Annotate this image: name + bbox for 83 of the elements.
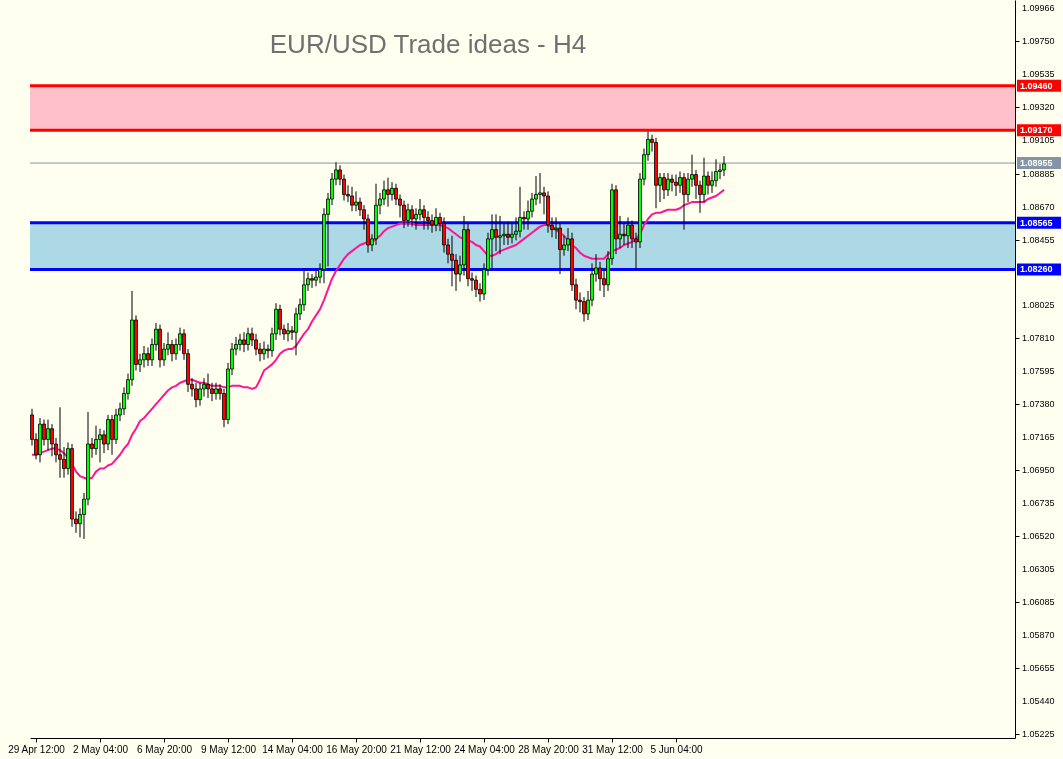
y-tick-label: 1.07165 [1022, 432, 1055, 443]
text: EUR/USD Trade ideas - H4 [269, 29, 587, 59]
y-tick-label: 1.07810 [1022, 333, 1055, 344]
candlestick [410, 204, 414, 228]
candlestick [110, 414, 114, 456]
candlestick [238, 333, 242, 352]
candlestick [518, 186, 522, 238]
candlestick [430, 213, 434, 234]
y-tick-label: 1.08455 [1022, 234, 1055, 245]
candlestick [350, 186, 354, 212]
x-tick-label: 9 May 12:00 [200, 743, 257, 755]
x-tick-label: 16 May 20:00 [326, 743, 388, 755]
candlestick [354, 190, 358, 212]
candlestick [46, 419, 50, 451]
candlestick [682, 172, 686, 231]
candlestick [674, 174, 678, 197]
candlestick [242, 331, 246, 353]
y-tick-label: 1.05870 [1022, 630, 1055, 641]
candlestick [142, 345, 146, 368]
candlestick [670, 174, 674, 192]
candlestick [198, 382, 202, 407]
candlestick [666, 172, 670, 197]
y-tick-label: 1.07595 [1022, 366, 1055, 377]
candlestick [406, 203, 410, 228]
y-tick-label: 1.09320 [1022, 102, 1055, 113]
candlestick [678, 170, 682, 194]
y-tick-label: 1.08025 [1022, 300, 1055, 311]
candlestick [146, 347, 150, 367]
candlestick [494, 213, 498, 252]
ref-line-label: 1.08260 [1020, 264, 1053, 275]
y-tick-label: 1.08670 [1022, 201, 1055, 212]
candlestick [522, 210, 526, 231]
y-tick-label: 1.05225 [1022, 729, 1055, 740]
y-tick-label: 1.06950 [1022, 465, 1055, 476]
candlestick [246, 327, 250, 352]
candlestick [582, 296, 586, 323]
x-tick-label: 21 May 12:00 [390, 743, 452, 755]
candlestick [722, 155, 726, 177]
y-tick-label: 1.09966 [1022, 3, 1055, 14]
x-tick-label: 14 May 04:00 [262, 743, 324, 755]
ref-line-label: 1.09460 [1020, 80, 1053, 91]
y-tick-label: 1.05440 [1022, 696, 1055, 707]
candlestick [662, 172, 666, 200]
candlestick [98, 428, 102, 463]
y-tick-label: 1.06520 [1022, 530, 1055, 541]
ref-line-label: 1.09170 [1020, 125, 1053, 136]
y-tick-label: 1.08885 [1022, 168, 1055, 179]
y-tick-label: 1.09535 [1022, 69, 1055, 80]
y-tick-label: 1.09105 [1022, 135, 1055, 146]
candlestick [498, 215, 502, 255]
line-series [31, 188, 725, 481]
x-tick-label: 2 May 04:00 [72, 743, 129, 755]
x-tick-label: 31 May 12:00 [582, 743, 644, 755]
y-tick-label: 1.07380 [1022, 399, 1055, 410]
candlestick [194, 382, 198, 408]
y-tick-label: 1.09750 [1022, 36, 1055, 47]
candlestick [450, 235, 454, 287]
candlestick [214, 382, 218, 401]
y-tick-label: 1.05655 [1022, 663, 1055, 674]
candlestick [706, 170, 710, 195]
x-tick-label: 29 Apr 12:00 [8, 743, 66, 755]
y-tick-label: 1.06305 [1022, 563, 1055, 574]
x-tick-label: 6 May 20:00 [136, 743, 193, 755]
candlestick [538, 172, 542, 205]
candlestick [622, 223, 626, 246]
candlestick [206, 373, 210, 399]
candlestick [434, 207, 438, 232]
y-tick-label: 1.06735 [1022, 497, 1055, 508]
x-tick-label: 5 Jun 04:00 [650, 743, 704, 755]
candlestick [58, 406, 62, 479]
candlestick [286, 322, 290, 342]
candlestick [506, 221, 510, 246]
y-tick-label: 1.06085 [1022, 597, 1055, 608]
candlestick [278, 304, 282, 336]
candlestick [386, 177, 390, 208]
candlestick [474, 275, 478, 298]
x-tick-label: 24 May 04:00 [454, 743, 516, 755]
ref-line-label: 1.08565 [1020, 217, 1053, 228]
candlestick [262, 340, 266, 361]
x-tick-label: 28 May 20:00 [518, 743, 580, 755]
ref-line-label: 1.08955 [1020, 158, 1053, 169]
candlestick [626, 216, 630, 249]
candlestick [310, 273, 314, 289]
